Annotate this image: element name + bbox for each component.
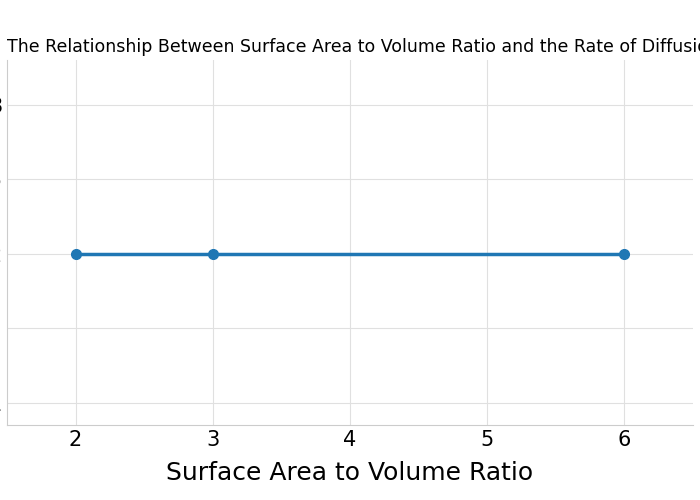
X-axis label: Surface Area to Volume Ratio: Surface Area to Volume Ratio [167, 461, 533, 485]
Text: The Relationship Between Surface Area to Volume Ratio and the Rate of Diffusion : The Relationship Between Surface Area to… [7, 38, 700, 56]
